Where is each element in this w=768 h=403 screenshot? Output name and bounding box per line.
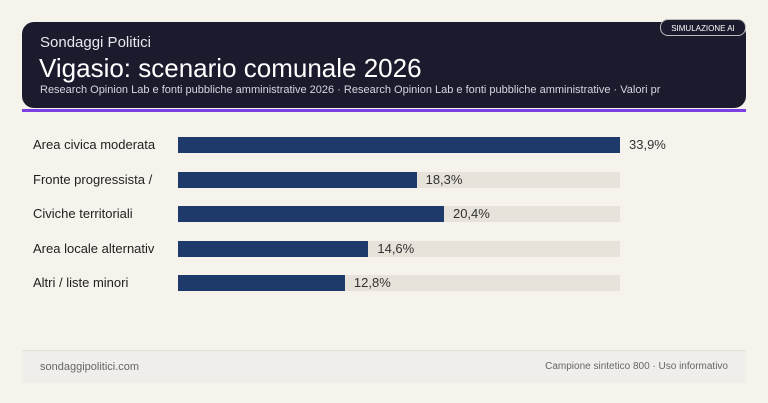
bar bbox=[178, 275, 345, 291]
footer-note: Campione sintetico 800 · Uso informativo bbox=[545, 361, 728, 372]
brand-name: Sondaggi Politici bbox=[40, 34, 151, 51]
category-label: Civiche territoriali bbox=[33, 206, 133, 221]
value-label: 12,8% bbox=[353, 275, 391, 290]
chart-row: Civiche territoriali 20,4% bbox=[0, 204, 768, 224]
value-label: 18,3% bbox=[425, 171, 463, 187]
category-label: Altri / liste minori bbox=[33, 275, 129, 290]
accent-line bbox=[22, 109, 746, 112]
chart-row: Area civica moderata 33,9% bbox=[0, 135, 768, 155]
footer-site: sondaggipolitici.com bbox=[40, 361, 140, 373]
chart-row: Altri / liste minori 12,8% bbox=[0, 273, 768, 293]
value-label: 33,9% bbox=[629, 137, 666, 152]
bar bbox=[178, 240, 369, 257]
header-banner: Sondaggi Politici Vigasio: scenario comu… bbox=[22, 22, 746, 108]
page-title: Vigasio: scenario comunale 2026 bbox=[39, 53, 422, 83]
simulation-badge: SIMULAZIONE AI bbox=[660, 19, 746, 36]
category-label: Fronte progressista / bbox=[33, 171, 153, 187]
value-label: 14,6% bbox=[377, 240, 415, 256]
category-label: Area locale alternativ bbox=[33, 240, 155, 256]
bar bbox=[178, 137, 620, 153]
category-label: Area civica moderata bbox=[33, 137, 156, 152]
subtitle: Research Opinion Lab e fonti pubbliche a… bbox=[40, 84, 661, 96]
chart-row: Area locale alternativ 14,6% bbox=[0, 239, 768, 259]
footer: sondaggipolitici.com Campione sintetico … bbox=[22, 350, 746, 383]
bar bbox=[178, 171, 417, 188]
value-label: 20,4% bbox=[452, 206, 490, 221]
bar bbox=[178, 206, 444, 222]
chart-row: Fronte progressista / 18,3% bbox=[0, 170, 768, 190]
